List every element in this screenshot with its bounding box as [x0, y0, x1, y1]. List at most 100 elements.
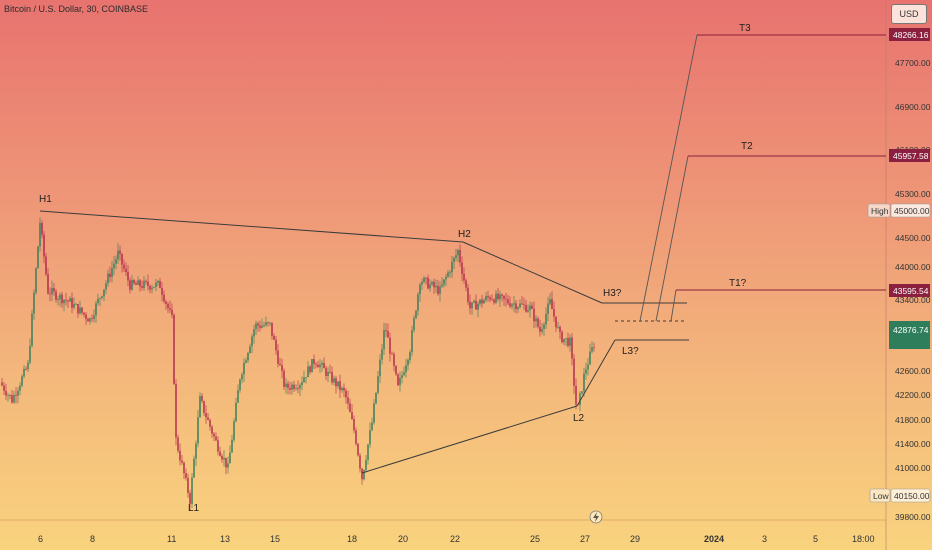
candle-body [591, 347, 593, 352]
candle-body [217, 440, 219, 452]
candle-body [125, 268, 127, 273]
candle-body [53, 288, 55, 292]
t3-price-text: 48266.16 [893, 30, 929, 40]
candle-body [377, 376, 379, 393]
candle-body [315, 363, 317, 365]
candle-body [405, 365, 407, 373]
candle-body [141, 286, 143, 288]
candle-body [555, 316, 557, 328]
candle-body [493, 299, 495, 303]
candle-body [417, 294, 419, 311]
candle-body [489, 297, 491, 300]
x-tick: 8 [90, 534, 95, 544]
current-price-tag [889, 321, 930, 349]
candle-body [253, 329, 255, 337]
candle-body [101, 296, 103, 299]
candle-body [79, 307, 81, 314]
candle-body [375, 392, 377, 404]
candle-body [445, 276, 447, 280]
candle-body [69, 298, 71, 302]
candle-body [365, 459, 367, 470]
candle-body [265, 322, 267, 326]
candle-body [293, 384, 295, 390]
candle-body [91, 318, 93, 320]
candle-body [451, 261, 453, 273]
x-tick: 29 [630, 534, 640, 544]
candle-body [311, 359, 313, 373]
candle-body [457, 250, 459, 256]
lightning-icon[interactable] [589, 510, 603, 524]
candle-body [475, 300, 477, 310]
candle-body [323, 362, 325, 369]
candle-body [257, 323, 259, 326]
candle-body [329, 371, 331, 373]
candle-body [163, 294, 165, 302]
candle-body [313, 359, 315, 364]
low-tag [869, 488, 891, 503]
candle-body [223, 457, 225, 460]
candle-body [273, 335, 275, 340]
candle-body [371, 422, 373, 431]
candle-body [61, 294, 63, 304]
candle-body [545, 313, 547, 325]
candle-body [467, 287, 469, 302]
candle-body [77, 304, 79, 314]
candle-body [63, 299, 65, 304]
candle-body [321, 362, 323, 365]
x-tick: 2024 [704, 534, 724, 544]
candle-body [407, 359, 409, 366]
candle-body [465, 280, 467, 288]
candle-body [197, 417, 199, 444]
candle-body [469, 301, 471, 309]
label-l1: L1 [188, 503, 200, 514]
candle-body [543, 324, 545, 329]
candle-body [521, 303, 523, 305]
candle-body [137, 280, 139, 285]
candle-body [99, 298, 101, 299]
candle-body [229, 452, 231, 464]
candle-body [89, 318, 91, 322]
candle-body [275, 339, 277, 351]
candle-body [43, 234, 45, 257]
candle-body [81, 307, 83, 313]
candle-body [85, 314, 87, 319]
candle-body [529, 305, 531, 310]
candle-body [559, 327, 561, 332]
candle-body [553, 309, 555, 317]
candle-body [341, 387, 343, 391]
candle-body [443, 279, 445, 285]
candle-body [331, 371, 333, 383]
candle-body [247, 352, 249, 361]
t2-projection-line [655, 155, 689, 322]
candle-body [27, 362, 29, 370]
candle-body [205, 413, 207, 418]
candle-body [441, 284, 443, 287]
candle-body [549, 299, 551, 304]
candle-body [87, 318, 89, 322]
candle-body [227, 463, 229, 468]
candle-body [105, 283, 107, 290]
candle-body [437, 285, 439, 294]
candle-body [173, 314, 175, 384]
candle-body [579, 393, 581, 406]
candle-body [71, 298, 73, 308]
candle-body [463, 273, 465, 281]
candle-body [51, 288, 53, 295]
candle-body [537, 318, 539, 327]
candle-body [499, 294, 501, 300]
candle-body [115, 259, 117, 264]
candle-body [181, 460, 183, 463]
x-tick: 6 [38, 534, 43, 544]
candle-body [33, 292, 35, 314]
candle-body [533, 308, 535, 322]
candle-body [237, 390, 239, 403]
currency-selector[interactable]: USD [891, 4, 927, 24]
candle-body [453, 257, 455, 262]
candle-body [335, 378, 337, 387]
candle-body [447, 272, 449, 277]
x-tick: 3 [762, 534, 767, 544]
candle-body [585, 369, 587, 374]
candle-body [117, 250, 119, 260]
candle-body [35, 268, 37, 293]
